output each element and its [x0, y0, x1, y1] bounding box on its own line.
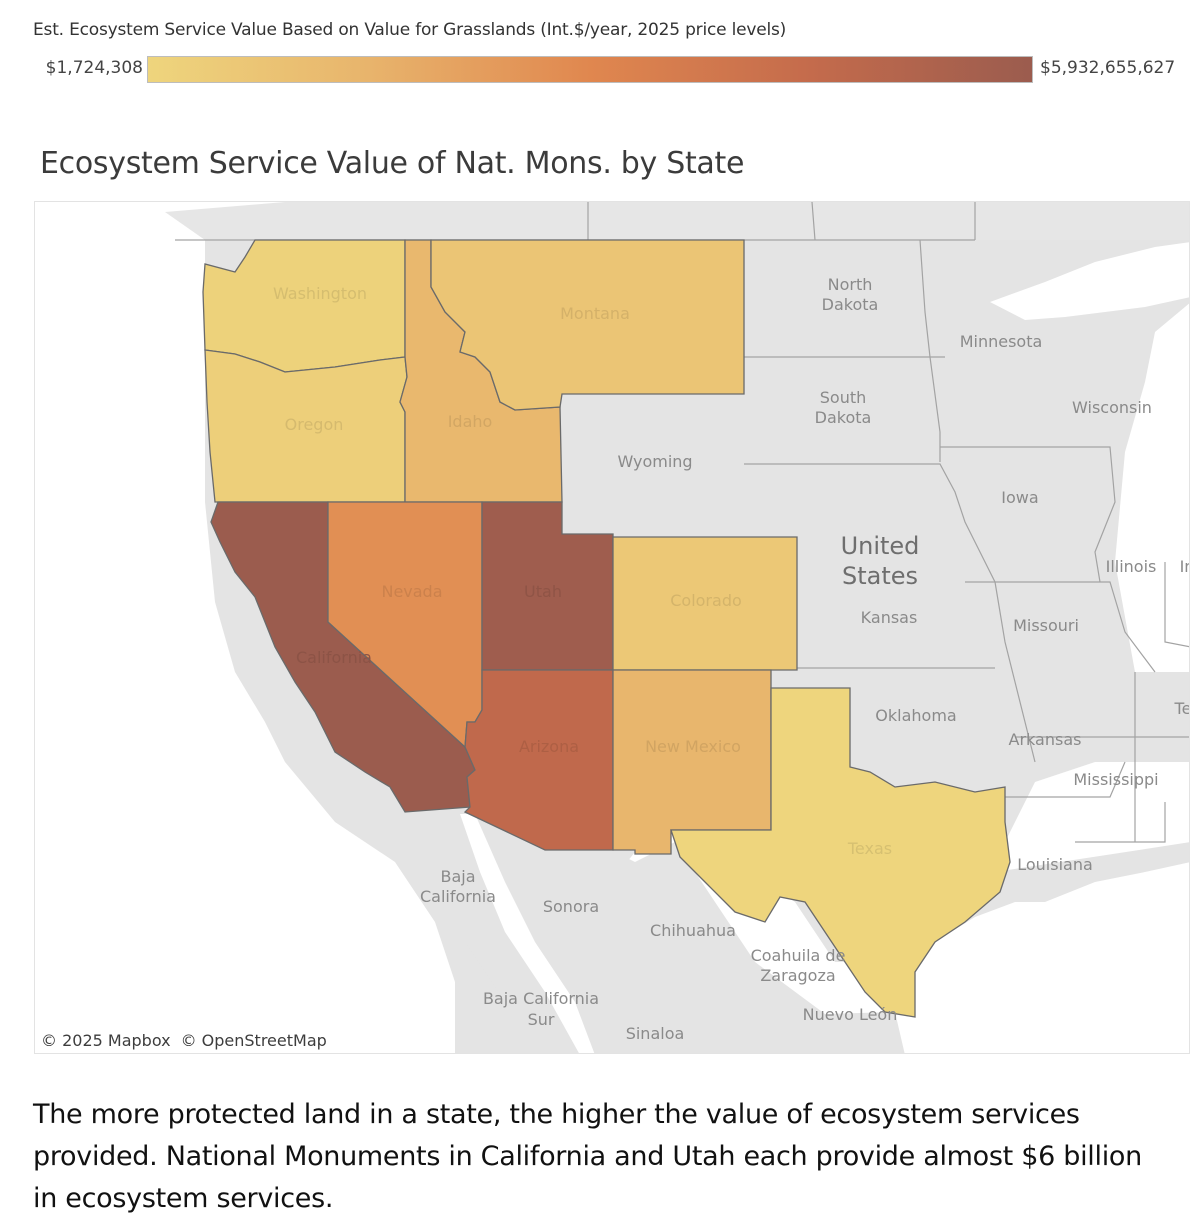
state-label-new-mexico: New Mexico — [645, 737, 741, 756]
label-sonora: Sonora — [543, 897, 599, 916]
state-new-mexico[interactable] — [612, 669, 772, 855]
map-canvas[interactable]: Wyoming North Dakota South Dakota Minnes… — [35, 202, 1190, 1054]
label-tennessee-cut: Te — [1174, 699, 1190, 718]
choropleth-states — [202, 239, 1011, 1018]
label-minnesota: Minnesota — [960, 332, 1043, 351]
label-north-dakota-2: Dakota — [822, 295, 879, 314]
state-label-washington: Washington — [273, 284, 367, 303]
osm-attribution[interactable]: © OpenStreetMap — [180, 1031, 327, 1050]
label-iowa: Iowa — [1001, 488, 1038, 507]
label-oklahoma: Oklahoma — [875, 706, 956, 725]
label-mississippi: Mississippi — [1073, 770, 1158, 789]
label-sinaloa: Sinaloa — [626, 1024, 685, 1043]
label-illinois: Illinois — [1106, 557, 1157, 576]
mapbox-attribution[interactable]: © 2025 Mapbox — [41, 1031, 171, 1050]
label-kansas: Kansas — [861, 608, 918, 627]
label-nuevo-leon: Nuevo León — [803, 1005, 898, 1024]
label-wisconsin: Wisconsin — [1072, 398, 1152, 417]
label-louisiana: Louisiana — [1017, 855, 1093, 874]
label-united-states-2: States — [842, 562, 918, 590]
baja-peninsula — [405, 807, 575, 1053]
state-label-arizona: Arizona — [519, 737, 579, 756]
state-label-california: California — [296, 648, 372, 667]
state-montana[interactable] — [430, 239, 745, 411]
gulf-of-california — [460, 814, 595, 1053]
map-view[interactable]: Wyoming North Dakota South Dakota Minnes… — [34, 201, 1190, 1054]
state-label-oregon: Oregon — [285, 415, 344, 434]
label-south-dakota-1: South — [820, 388, 867, 407]
label-coahuila-2: Zaragoza — [760, 966, 835, 985]
state-label-idaho: Idaho — [448, 412, 493, 431]
label-united-states-1: United — [841, 532, 920, 560]
caption-text: The more protected land in a state, the … — [33, 1099, 1142, 1214]
label-north-dakota-1: North — [828, 275, 873, 294]
legend-title: Est. Ecosystem Service Value Based on Va… — [33, 20, 787, 40]
label-coahuila-1: Coahuila de — [751, 946, 846, 965]
label-baja-california-sur-1: Baja California — [483, 989, 599, 1008]
state-arizona[interactable] — [463, 669, 614, 851]
map-attribution: © 2025 Mapbox © OpenStreetMap — [36, 1028, 343, 1052]
state-label-texas: Texas — [847, 839, 892, 858]
state-labels: Washington Oregon Idaho Montana California Ne… — [273, 284, 892, 858]
lake-superior — [990, 242, 1189, 320]
state-label-montana: Montana — [560, 304, 630, 323]
label-missouri: Missouri — [1013, 616, 1079, 635]
state-colorado[interactable] — [612, 536, 798, 671]
label-indiana-cut: In — [1180, 557, 1190, 576]
legend-color-ramp — [147, 56, 1033, 83]
label-arkansas: Arkansas — [1009, 730, 1082, 749]
gulf-of-mexico — [895, 862, 1189, 1053]
label-wyoming: Wyoming — [617, 452, 692, 471]
legend-min-label: $1,724,308 — [45, 58, 143, 78]
state-label-utah: Utah — [524, 582, 562, 601]
legend-max-label: $5,932,655,627 — [1040, 58, 1176, 78]
label-south-dakota-2: Dakota — [815, 408, 872, 427]
state-label-colorado: Colorado — [670, 591, 742, 610]
state-label-nevada: Nevada — [381, 582, 442, 601]
canada-land — [165, 202, 1189, 262]
label-baja-california-1: Baja — [440, 867, 475, 886]
label-chihuahua: Chihuahua — [650, 921, 736, 940]
map-title: Ecosystem Service Value of Nat. Mons. by… — [40, 146, 745, 181]
label-baja-california-sur-2: Sur — [528, 1010, 555, 1029]
lake-michigan — [1163, 372, 1189, 529]
label-baja-california-2: California — [420, 887, 496, 906]
place-labels: Wyoming North Dakota South Dakota Minnes… — [420, 275, 1190, 1043]
state-texas[interactable] — [670, 687, 1011, 1018]
